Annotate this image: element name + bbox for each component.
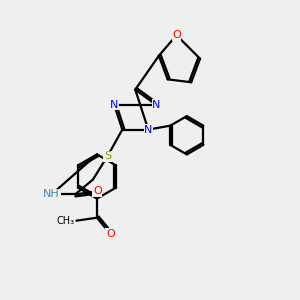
Text: S: S: [104, 151, 111, 161]
Text: N: N: [144, 124, 152, 135]
Text: CH₃: CH₃: [57, 216, 75, 226]
Text: N: N: [152, 100, 160, 110]
Text: O: O: [106, 229, 115, 239]
Text: O: O: [172, 30, 181, 40]
Text: O: O: [93, 186, 102, 197]
Text: N: N: [110, 100, 118, 110]
Text: NH: NH: [43, 189, 60, 200]
